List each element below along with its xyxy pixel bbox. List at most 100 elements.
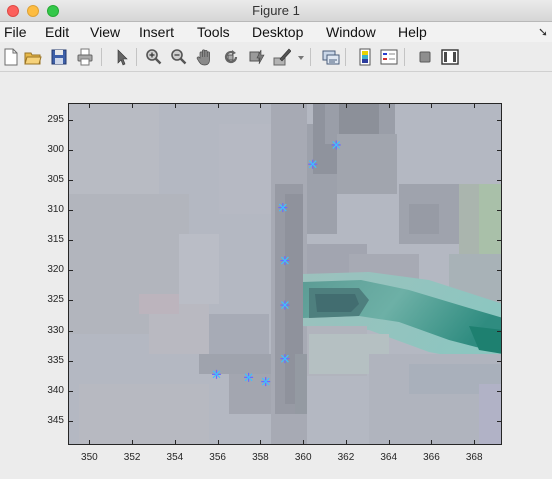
- data-cursor-icon[interactable]: [248, 48, 266, 66]
- brush-dropdown-icon[interactable]: [295, 48, 307, 66]
- data-point: [244, 372, 254, 382]
- data-point: [280, 354, 290, 364]
- toolbar-separator: [310, 48, 311, 66]
- y-tick-label: 305: [47, 174, 64, 186]
- zoom-out-icon[interactable]: [170, 48, 188, 66]
- figure-toolbar: [0, 42, 552, 72]
- y-tick-label: 335: [47, 354, 64, 366]
- arrow-icon[interactable]: ➘: [537, 25, 548, 39]
- y-tick-label: 325: [47, 294, 64, 306]
- x-tick-label: 360: [294, 452, 312, 463]
- minimize-window-button[interactable]: [27, 5, 39, 17]
- title-bar: Figure 1: [0, 0, 552, 22]
- y-tick-mark: [69, 120, 73, 121]
- x-tick-mark: [175, 104, 176, 108]
- y-tick-mark: [497, 300, 501, 301]
- data-point: [212, 369, 222, 379]
- y-tick-label: 295: [47, 113, 64, 125]
- x-tick-mark: [175, 440, 176, 444]
- close-window-button[interactable]: [7, 5, 19, 17]
- pan-hand-icon[interactable]: [196, 48, 214, 66]
- plot-axes[interactable]: [68, 103, 502, 445]
- data-point: [280, 256, 290, 266]
- link-plot-icon[interactable]: [322, 48, 340, 66]
- show-plot-tools-icon[interactable]: [441, 48, 459, 66]
- y-tick-mark: [69, 240, 73, 241]
- zoom-in-icon[interactable]: [145, 48, 163, 66]
- x-tick-mark: [218, 440, 219, 444]
- data-point: [278, 203, 288, 213]
- hide-plot-tools-icon[interactable]: [416, 48, 434, 66]
- x-tick-mark: [132, 104, 133, 108]
- x-tick-label: 356: [209, 452, 226, 463]
- y-tick-label: 345: [47, 414, 64, 426]
- data-point: [261, 377, 271, 387]
- menu-bar: File Edit View Insert Tools Desktop Wind…: [0, 22, 552, 42]
- y-tick-mark: [69, 421, 73, 422]
- menu-insert[interactable]: Insert: [139, 24, 175, 40]
- y-tick-mark: [69, 361, 73, 362]
- menu-tools[interactable]: Tools: [197, 24, 230, 40]
- menu-view[interactable]: View: [90, 24, 121, 40]
- x-tick-mark: [303, 440, 304, 444]
- y-tick-mark: [497, 180, 501, 181]
- select-arrow-icon[interactable]: [113, 48, 131, 66]
- y-tick-mark: [69, 210, 73, 211]
- brush-icon[interactable]: [273, 48, 291, 66]
- y-tick-mark: [497, 391, 501, 392]
- y-tick-mark: [497, 331, 501, 332]
- x-tick-mark: [431, 104, 432, 108]
- x-tick-mark: [132, 440, 133, 444]
- x-tick-label: 358: [252, 452, 269, 463]
- new-figure-icon[interactable]: [2, 48, 20, 66]
- colorbar-icon[interactable]: [356, 48, 374, 66]
- menu-edit[interactable]: Edit: [45, 24, 70, 40]
- menu-desktop[interactable]: Desktop: [252, 24, 304, 40]
- x-tick-label: 350: [81, 452, 98, 463]
- y-tick-mark: [497, 120, 501, 121]
- y-tick-mark: [497, 270, 501, 271]
- y-tick-mark: [69, 180, 73, 181]
- window-title: Figure 1: [252, 3, 300, 18]
- y-tick-mark: [497, 150, 501, 151]
- zoom-window-button[interactable]: [47, 5, 59, 17]
- x-tick-mark: [346, 104, 347, 108]
- menu-window[interactable]: Window: [326, 24, 376, 40]
- y-tick-label: 310: [47, 204, 64, 216]
- menu-help[interactable]: Help: [398, 24, 427, 40]
- x-tick-mark: [89, 440, 90, 444]
- x-tick-mark: [474, 104, 475, 108]
- x-tick-mark: [303, 104, 304, 108]
- y-tick-mark: [69, 300, 73, 301]
- menu-file[interactable]: File: [4, 24, 27, 40]
- legend-icon[interactable]: [380, 48, 398, 66]
- x-tick-mark: [389, 104, 390, 108]
- toolbar-separator: [345, 48, 346, 66]
- x-tick-mark: [260, 104, 261, 108]
- y-tick-label: 315: [47, 234, 64, 246]
- data-point: [331, 140, 341, 150]
- x-tick-label: 362: [337, 452, 355, 463]
- data-point: [308, 159, 318, 169]
- y-tick-mark: [69, 150, 73, 151]
- x-tick-mark: [474, 440, 475, 444]
- toolbar-separator: [404, 48, 405, 66]
- y-tick-mark: [497, 421, 501, 422]
- y-tick-label: 320: [47, 264, 64, 276]
- x-tick-mark: [260, 440, 261, 444]
- data-point: [280, 300, 290, 310]
- save-icon[interactable]: [50, 48, 68, 66]
- y-tick-mark: [497, 240, 501, 241]
- toolbar-separator: [101, 48, 102, 66]
- print-icon[interactable]: [76, 48, 94, 66]
- rotate-3d-icon[interactable]: [222, 48, 240, 66]
- open-file-icon[interactable]: [24, 48, 42, 66]
- y-tick-mark: [497, 361, 501, 362]
- background-image: [69, 104, 501, 444]
- y-tick-label: 300: [47, 143, 64, 155]
- x-tick-mark: [218, 104, 219, 108]
- x-tick-mark: [389, 440, 390, 444]
- y-tick-mark: [69, 331, 73, 332]
- y-tick-label: 330: [47, 324, 64, 336]
- x-tick-label: 352: [123, 452, 141, 463]
